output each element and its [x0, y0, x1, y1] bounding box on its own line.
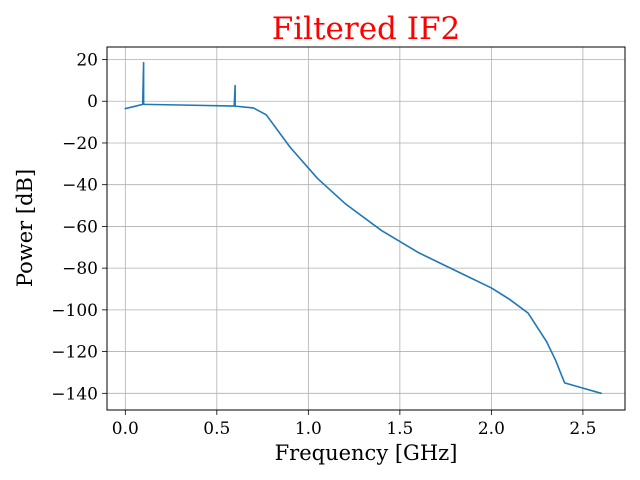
- x-axis-label: Frequency [GHz]: [275, 441, 458, 465]
- y-tick-label: −20: [62, 134, 98, 154]
- x-tick-label: 1.0: [295, 419, 322, 439]
- x-tick-label: 1.5: [386, 419, 413, 439]
- x-tick-label: 2.5: [569, 419, 596, 439]
- y-tick-label: 0: [87, 92, 98, 112]
- y-tick-label: 20: [76, 51, 98, 71]
- x-tick-label: 0.5: [203, 419, 230, 439]
- grid: [107, 47, 625, 410]
- plot-frame: [106, 46, 626, 411]
- ticks: 0.0 0.5 1.0 1.5 2.0 2.5 20 0 −20 −40 −60 −80 −100 −12…: [51, 51, 596, 439]
- y-tick-label: −120: [51, 343, 98, 363]
- y-tick-label: −140: [51, 384, 98, 404]
- y-tick-label: −100: [51, 301, 98, 321]
- y-axis-label: Power [dB]: [13, 169, 37, 287]
- x-tick-label: 0.0: [112, 419, 139, 439]
- series-layer: [124, 61, 603, 395]
- chart-title: Filtered IF2: [272, 11, 460, 47]
- x-tick-label: 2.0: [478, 419, 505, 439]
- y-tick-label: −40: [62, 176, 98, 196]
- y-tick-label: −60: [62, 217, 98, 237]
- series-line: [124, 61, 603, 395]
- y-tick-label: −80: [62, 259, 98, 279]
